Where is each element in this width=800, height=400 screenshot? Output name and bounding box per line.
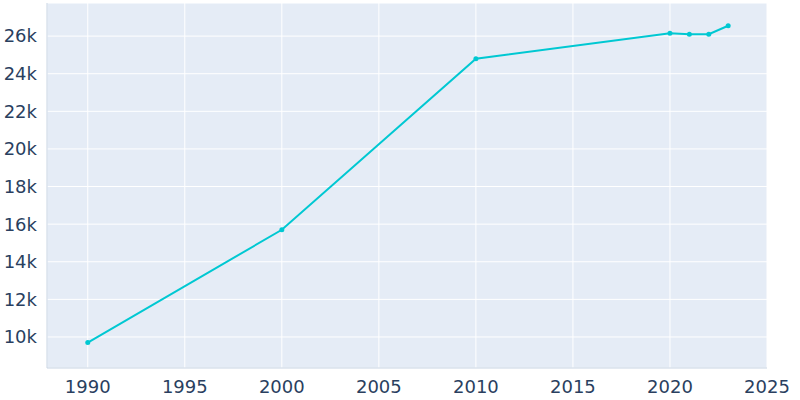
svg-text:20k: 20k	[8, 138, 38, 159]
svg-text:18k: 18k	[8, 176, 38, 197]
svg-text:26k: 26k	[8, 25, 38, 46]
svg-text:14k: 14k	[8, 251, 38, 272]
svg-text:2000: 2000	[259, 376, 305, 397]
svg-text:16k: 16k	[8, 214, 38, 235]
svg-text:12k: 12k	[8, 289, 38, 310]
svg-text:2020: 2020	[647, 376, 693, 397]
svg-text:1995: 1995	[162, 376, 208, 397]
svg-text:2025: 2025	[744, 376, 790, 397]
svg-text:2010: 2010	[453, 376, 499, 397]
svg-text:2005: 2005	[356, 376, 402, 397]
svg-text:1990: 1990	[65, 376, 111, 397]
svg-text:10k: 10k	[8, 326, 38, 347]
svg-text:24k: 24k	[8, 63, 38, 84]
svg-text:2015: 2015	[550, 376, 596, 397]
svg-text:22k: 22k	[8, 101, 38, 122]
